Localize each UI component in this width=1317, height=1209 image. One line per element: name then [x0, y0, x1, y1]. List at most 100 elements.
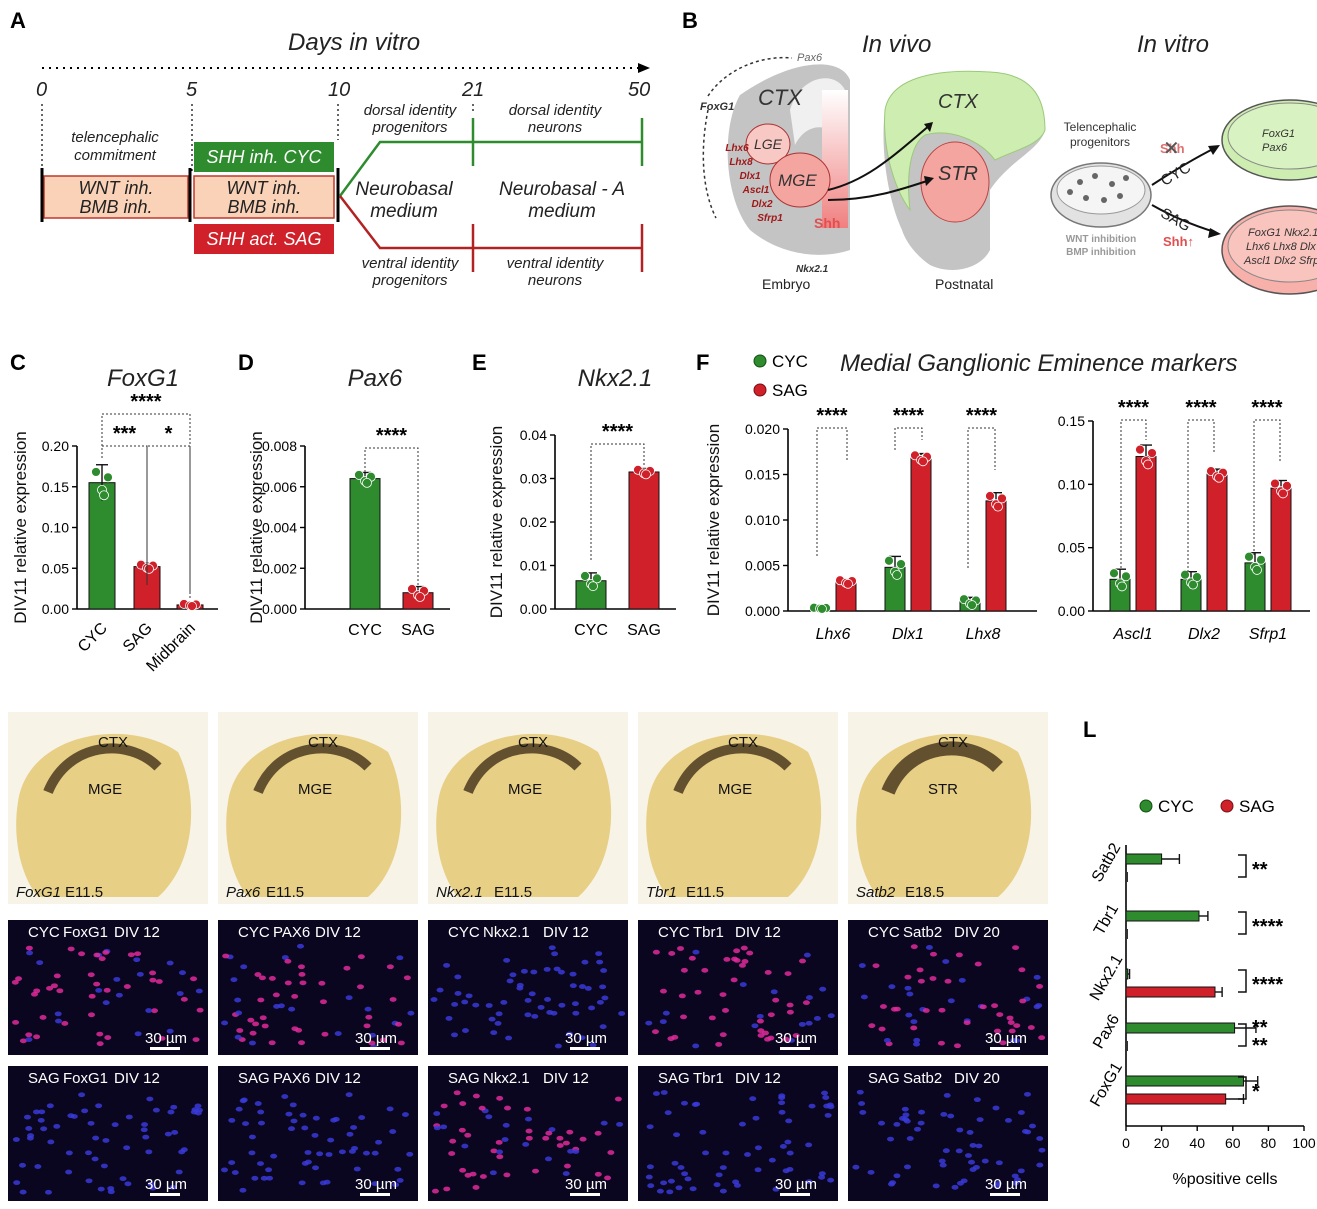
nucleus	[955, 1148, 963, 1154]
nucleus	[25, 1126, 33, 1131]
nucleus	[532, 1168, 540, 1174]
nucleus	[31, 991, 39, 997]
scale-bar	[150, 1047, 180, 1050]
nucleus	[472, 1093, 480, 1099]
y-tick-label: 0.20	[42, 438, 69, 454]
ctx-region	[884, 70, 1046, 212]
category-label: Tbr1	[1091, 901, 1122, 938]
nucleus	[786, 1167, 794, 1172]
nucleus	[740, 945, 748, 951]
nucleus	[40, 1126, 48, 1132]
nucleus	[251, 1175, 259, 1181]
nucleus	[528, 991, 536, 997]
nucleus	[856, 1089, 864, 1095]
dish-bottom-2: Lhx6 Lhx8 Dlx	[1246, 241, 1316, 253]
nucleus	[46, 1103, 54, 1109]
panel-letter-e: E	[472, 350, 487, 375]
nucleus	[516, 982, 524, 988]
nucleus	[295, 1027, 303, 1033]
nucleus	[879, 1004, 887, 1009]
condition-label: CYC	[238, 924, 270, 941]
chart-title: Pax6	[348, 365, 403, 392]
nucleus	[958, 977, 966, 983]
data-point	[91, 467, 101, 477]
nucleus	[103, 987, 111, 993]
nucleus	[78, 1092, 86, 1098]
nucleus	[44, 1189, 52, 1195]
nucleus	[1012, 945, 1020, 950]
nucleus	[969, 1143, 977, 1148]
nucleus	[738, 1121, 746, 1127]
nucleus	[1008, 1028, 1016, 1034]
nucleus	[713, 1182, 721, 1188]
nucleus	[26, 1135, 34, 1141]
nucleus	[960, 1178, 968, 1184]
nucleus	[272, 992, 280, 998]
y-axis-label: DIV11 relative expression	[247, 431, 266, 623]
nucleus	[371, 1150, 379, 1156]
significance-label: ****	[130, 391, 161, 413]
significance-bracket	[1238, 854, 1247, 878]
scale-bar	[990, 1193, 1020, 1196]
nucleus	[346, 1131, 354, 1137]
ish-signal	[673, 743, 792, 795]
nucleus	[677, 1165, 685, 1170]
dish-top-pax6: Pax6	[1262, 142, 1288, 154]
nucleus	[454, 974, 462, 980]
panel-a-timeline: Days in vitro 0 5 10 21 50 telencephalic…	[36, 29, 650, 289]
nucleus	[673, 1132, 681, 1138]
nucleus	[600, 1120, 608, 1126]
nucleus	[671, 1034, 679, 1040]
micrograph-cyc-pax6: CYC PAX6 DIV 12 30 µm	[218, 920, 418, 1055]
region-label: MGE	[718, 781, 752, 798]
nucleus	[660, 1180, 668, 1186]
data-point	[985, 491, 995, 501]
scale-bar	[360, 1193, 390, 1196]
nucleus	[12, 1137, 20, 1142]
nucleus	[889, 1180, 897, 1186]
bar-cyc	[349, 478, 381, 610]
nucleus	[319, 999, 327, 1005]
nucleus	[738, 963, 746, 968]
nucleus	[992, 1183, 1000, 1189]
significance-label: ****	[816, 405, 847, 427]
significance-label: ****	[1252, 916, 1283, 938]
nucleus	[351, 1145, 359, 1151]
nucleus	[782, 1036, 790, 1042]
category-label: CYC	[348, 622, 382, 639]
region-label: MGE	[508, 781, 542, 798]
nucleus	[489, 1170, 497, 1176]
shh-up-label: Shh↑	[1163, 234, 1194, 249]
nucleus	[999, 1040, 1007, 1046]
nucleus	[551, 951, 559, 957]
legend-sag-label: SAG	[772, 381, 808, 400]
panel-letter-f: F	[696, 350, 709, 375]
nucleus	[692, 949, 700, 955]
nucleus	[285, 1111, 293, 1117]
nucleus	[495, 1139, 503, 1145]
nucleus	[550, 1010, 558, 1016]
nucleus	[453, 1090, 461, 1096]
marker-label: Tbr1	[693, 924, 724, 941]
significance-label: **	[1252, 1035, 1268, 1057]
nucleus	[343, 965, 351, 971]
nucleus	[1023, 1091, 1031, 1097]
scale-bar-label: 30 µm	[145, 1176, 187, 1193]
nucleus	[266, 1175, 274, 1181]
nucleus	[595, 951, 603, 957]
nb-medium-1: Neurobasal	[355, 179, 453, 200]
significance-bracket	[967, 427, 996, 568]
nucleus	[684, 1176, 692, 1182]
nucleus	[298, 1180, 306, 1186]
wnt-inhibition-label: WNT inhibition	[1066, 234, 1137, 245]
y-axis-label: DIV11 relative expression	[487, 426, 506, 618]
condition-label: SAG	[658, 1070, 690, 1087]
cyc-box-label: SHH inh. CYC	[206, 147, 322, 167]
nucleus	[751, 1023, 759, 1029]
nucleus	[588, 1005, 596, 1011]
nucleus	[893, 1173, 901, 1179]
nucleus	[659, 988, 667, 994]
nucleus	[818, 1174, 826, 1180]
legend-cyc-label: CYC	[772, 352, 808, 371]
y-tick-label: 0.000	[745, 603, 780, 619]
